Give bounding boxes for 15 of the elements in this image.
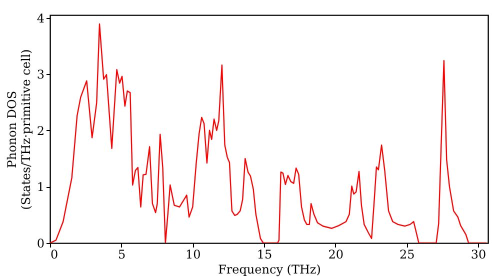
x-tick-label: 25 [400, 248, 415, 262]
y-axis-title: Phonon DOS (States/THz·primitive cell) [4, 49, 33, 210]
line-series [50, 23, 488, 243]
x-tick-label: 30 [470, 248, 486, 262]
y-tick-label: 3 [36, 68, 44, 82]
x-tick-label: 20 [328, 248, 344, 262]
x-tick-label: 5 [118, 248, 126, 262]
x-tick-label: 10 [186, 248, 201, 262]
y-tick-label: 4 [36, 11, 45, 26]
y-tick-label: 0 [36, 236, 44, 250]
x-tick-label: 15 [256, 248, 272, 262]
x-tick-label: 0 [50, 248, 58, 262]
y-tick-label: 1 [36, 180, 44, 194]
y-tick-label: 2 [36, 124, 44, 138]
x-axis-title: Frequency (THz) [218, 262, 321, 276]
